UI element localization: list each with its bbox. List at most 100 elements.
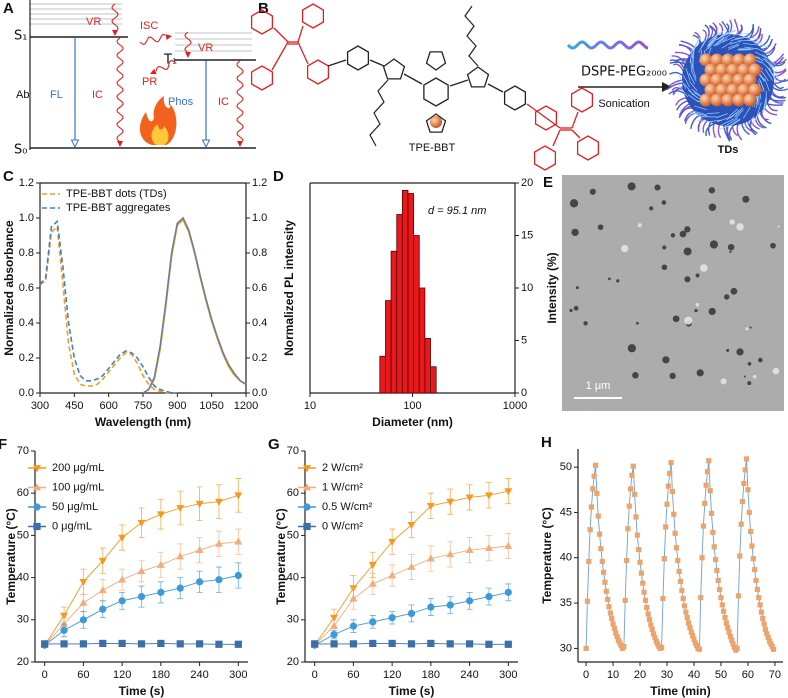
x-tick-label: 70	[769, 669, 781, 681]
marker	[446, 550, 455, 558]
micelle-chain	[705, 122, 718, 137]
bond	[552, 129, 561, 147]
ring	[503, 85, 527, 111]
shell-fiber	[764, 68, 774, 81]
marker	[614, 634, 620, 640]
shell-fiber	[689, 81, 698, 92]
shell-fiber	[716, 113, 728, 119]
shell-fiber	[721, 41, 733, 49]
y-tick-label: 0.4	[19, 317, 34, 329]
shell-fiber	[764, 57, 776, 69]
marker	[746, 509, 752, 516]
marker	[118, 597, 126, 605]
x-tick-label: 0	[42, 669, 48, 681]
particle	[571, 228, 579, 237]
shell-fiber	[725, 118, 739, 126]
shell-fiber	[692, 110, 707, 116]
particle	[724, 294, 730, 300]
bond	[271, 41, 289, 71]
shell-fiber	[717, 124, 733, 131]
particle	[679, 230, 687, 238]
y-tick-label: 60	[17, 487, 29, 499]
series-line	[39, 225, 178, 394]
marker	[98, 557, 107, 566]
marker	[685, 620, 692, 626]
marker	[742, 467, 748, 473]
y-tick-label: 30	[560, 642, 572, 654]
shell-fiber	[751, 111, 761, 126]
particle	[743, 375, 746, 378]
marker	[446, 601, 454, 609]
y-tick-label: 0.6	[19, 282, 34, 294]
marker	[726, 629, 732, 635]
marker	[640, 580, 646, 586]
marker	[632, 491, 638, 497]
arrow-head	[117, 141, 123, 147]
marker	[60, 640, 68, 648]
marker	[303, 503, 311, 511]
marker	[465, 545, 474, 554]
shell-fiber	[762, 54, 775, 64]
process-label: IC	[218, 96, 229, 108]
particle	[736, 348, 744, 356]
marker	[703, 482, 709, 488]
particle	[708, 307, 716, 316]
particle	[700, 264, 708, 272]
marker	[688, 629, 694, 635]
marker	[708, 510, 715, 516]
marker	[446, 498, 455, 506]
wavy-arrow	[155, 60, 176, 72]
y-tick-label: 1.2	[19, 177, 34, 189]
shell-fiber	[684, 83, 694, 95]
core-particle	[743, 93, 757, 107]
marker	[594, 490, 600, 497]
particle	[669, 372, 676, 380]
particle	[729, 219, 735, 225]
marker	[680, 595, 686, 602]
y-tick-label: 20	[287, 656, 299, 668]
shell-fiber	[716, 37, 728, 46]
panel-label: G	[268, 436, 280, 453]
marker	[621, 643, 627, 650]
marker	[665, 483, 671, 489]
shell-fiber	[721, 118, 735, 126]
x-tick-label: 60	[77, 669, 89, 681]
marker	[33, 483, 41, 491]
x-axis-label: Time (s)	[389, 684, 435, 698]
scale-label: 1 μm	[586, 380, 611, 392]
particles	[569, 182, 780, 386]
shell-fiber	[760, 61, 772, 72]
y-axis-label: Temperature (°C)	[274, 508, 288, 605]
process-label: VR	[198, 42, 213, 54]
core-particle	[732, 73, 746, 87]
level-label: S₀	[14, 143, 27, 158]
marker	[234, 640, 242, 648]
marker	[749, 543, 755, 549]
marker	[407, 562, 416, 570]
bond	[403, 73, 423, 85]
marker	[157, 639, 165, 648]
marker	[99, 605, 107, 613]
marker	[638, 570, 644, 576]
synthesis-scheme: B TPE-BBT DSPE-PEG₂₀₀₀ Sonication TDs	[258, 0, 738, 156]
arrow-head	[112, 30, 118, 36]
marker	[330, 621, 339, 630]
x-tick-label: 1200	[234, 400, 258, 412]
x-tick-label: 180	[152, 669, 170, 681]
marker	[586, 558, 592, 564]
marker	[766, 638, 773, 644]
y-tick-label: 70	[17, 445, 29, 457]
y2-tick-label: 0.4	[252, 317, 267, 329]
ring	[382, 58, 406, 80]
particle	[616, 279, 620, 283]
ring	[570, 87, 594, 113]
particle	[758, 357, 763, 363]
shell-fiber	[764, 78, 770, 92]
marker	[79, 578, 88, 587]
bar	[413, 235, 420, 394]
shell-fiber	[756, 95, 759, 109]
shell-fiber	[762, 57, 774, 68]
shell-fiber	[691, 43, 697, 58]
marker	[645, 611, 651, 617]
legend-label: 0 W/cm²	[322, 520, 363, 532]
